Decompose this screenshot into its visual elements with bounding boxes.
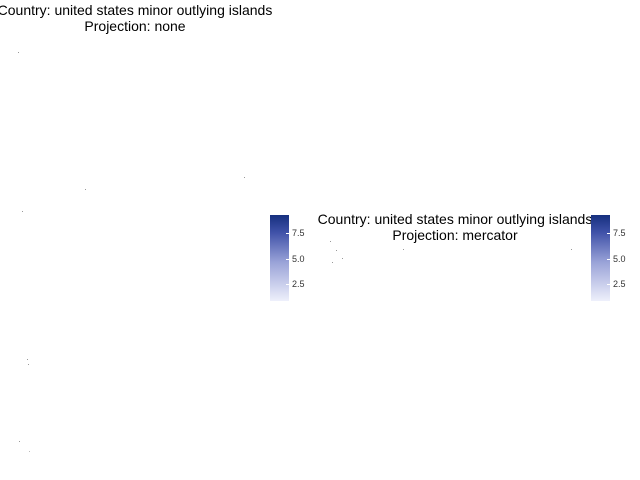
map-panel-mercator: Country: united states minor outlying is… [318,0,640,480]
map-title-none: Country: united states minor outlying is… [0,2,310,34]
color-legend-none [270,215,289,301]
map-title-none-line2: Projection: none [84,18,186,34]
legend-tick-none: 5.0 [286,254,305,264]
island-marker [28,364,29,365]
island-marker [85,189,86,190]
island-marker [332,262,333,263]
island-marker [29,451,30,452]
legend-tick-mercator: 2.5 [607,279,626,289]
legend-tick-mercator: 7.5 [607,228,626,238]
legend-tick-none: 7.5 [286,228,305,238]
island-marker [342,258,343,259]
map-title-none-line1: Country: united states minor outlying is… [0,2,273,18]
island-marker [27,359,28,360]
island-marker [571,249,572,250]
map-title-mercator-line1: Country: united states minor outlying is… [317,211,593,227]
map-title-mercator-line2: Projection: mercator [392,227,518,243]
island-marker [336,250,337,251]
map-title-mercator: Country: united states minor outlying is… [300,211,610,243]
island-marker [18,52,19,53]
island-markers-mercator [330,241,572,263]
island-markers-none [18,52,245,452]
island-marker [403,249,404,250]
island-marker [22,211,23,212]
color-legend-mercator [591,215,610,301]
island-marker [330,241,331,242]
island-marker [244,177,245,178]
island-marker [19,441,20,442]
map-panel-none: Country: united states minor outlying is… [0,2,310,452]
legend-tick-none: 2.5 [286,279,305,289]
legend-tick-mercator: 5.0 [607,254,626,264]
